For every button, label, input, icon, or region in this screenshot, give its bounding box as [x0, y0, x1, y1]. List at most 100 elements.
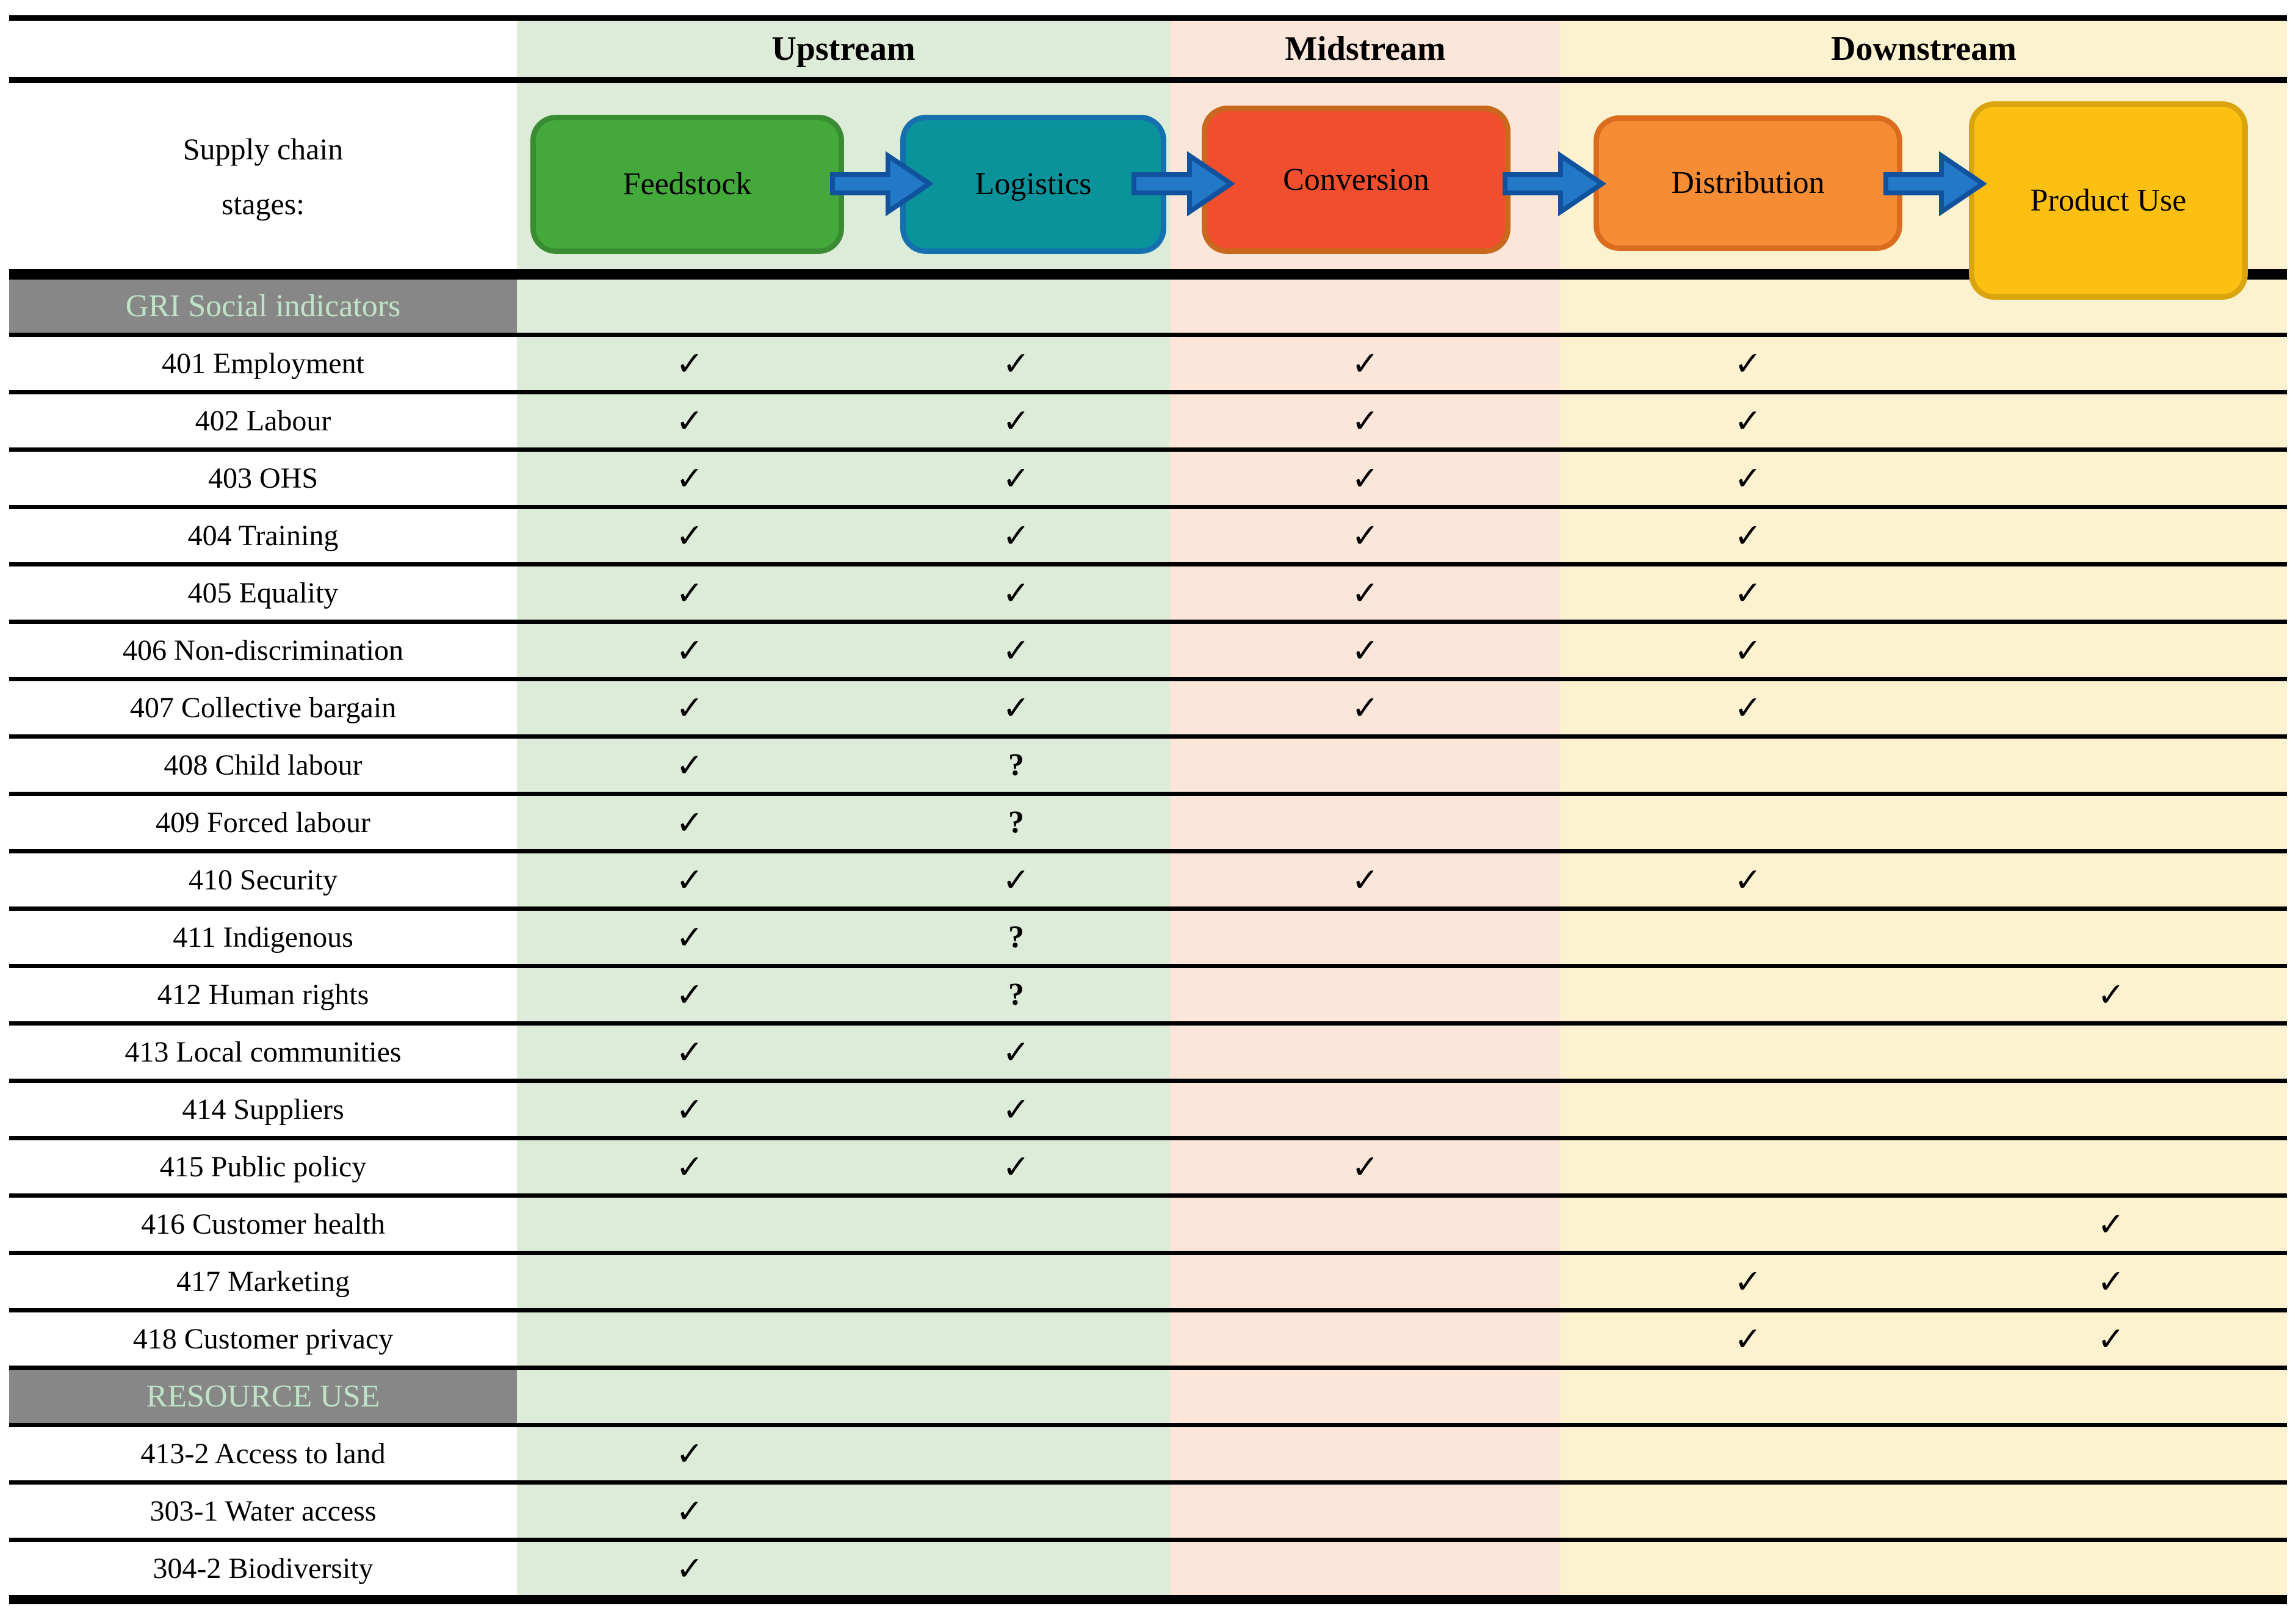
- mark-cell-conversion: ✓: [1170, 1140, 1561, 1193]
- stages-caption: Supply chain stages:: [9, 83, 517, 269]
- mark-cell-feedstock: ✓: [517, 1140, 862, 1193]
- indicator-row: 303-1 Water access ✓: [9, 1485, 2287, 1538]
- mark-cell-feedstock: ✓: [517, 1026, 862, 1079]
- indicator-row: 402 Labour ✓ ✓ ✓ ✓: [9, 394, 2287, 447]
- mark-cell-conversion: [1170, 1485, 1561, 1538]
- stream-header-row: Upstream Midstream Downstream: [9, 21, 2287, 77]
- grid-line: [9, 1538, 2287, 1542]
- mark-cell-logistics: ✓: [862, 624, 1170, 677]
- mark-cell-conversion: ✓: [1170, 681, 1561, 734]
- mark-cell-logistics: ✓: [862, 509, 1170, 562]
- flow-arrow-icon: [1132, 151, 1235, 217]
- mark-cell-conversion: [1170, 1026, 1561, 1079]
- stream-header-upstream: Upstream: [517, 21, 1170, 77]
- mark-cell-logistics: [862, 1542, 1170, 1595]
- mark-cell-product-use: [1935, 1083, 2287, 1136]
- mark-cell-conversion: ✓: [1170, 624, 1561, 677]
- indicator-label: 414 Suppliers: [9, 1083, 517, 1136]
- mark-cell-feedstock: ✓: [517, 739, 862, 792]
- grid-line: [9, 1251, 2287, 1255]
- mark-cell-logistics: ✓: [862, 566, 1170, 620]
- indicator-row: 415 Public policy ✓ ✓ ✓: [9, 1140, 2287, 1193]
- mark-cell-distribution: ✓: [1561, 394, 1935, 447]
- indicator-row: 412 Human rights ✓? ✓: [9, 968, 2287, 1021]
- indicator-row: 405 Equality ✓ ✓ ✓ ✓: [9, 566, 2287, 620]
- indicator-label: 404 Training: [9, 509, 517, 562]
- mark-cell-conversion: [1170, 796, 1561, 849]
- table-body: GRI Social indicators 401 Employment ✓ ✓ ✓ ✓ 4…: [9, 275, 2287, 1595]
- mark-cell-product-use: [1935, 796, 2287, 849]
- indicator-label: 409 Forced labour: [9, 796, 517, 849]
- mark-cell-product-use: [1935, 1427, 2287, 1480]
- grid-line: [9, 677, 2287, 681]
- mark-cell-product-use: [1935, 509, 2287, 562]
- indicator-label: 416 Customer health: [9, 1198, 517, 1251]
- mark-cell-distribution: [1561, 1026, 1935, 1079]
- indicator-label: 405 Equality: [9, 566, 517, 620]
- indicator-label: 402 Labour: [9, 394, 517, 447]
- indicator-label: 417 Marketing: [9, 1255, 517, 1308]
- grid-line: [9, 1308, 2287, 1312]
- mark-cell-distribution: [1561, 1427, 1935, 1480]
- indicator-row: 416 Customer health ✓: [9, 1198, 2287, 1251]
- mark-cell-logistics: ?: [862, 968, 1170, 1021]
- indicator-label: 408 Child labour: [9, 739, 517, 792]
- section-header-cell-logistics: [862, 1370, 1170, 1423]
- stage-box-product-use: Product Use: [1969, 101, 2248, 300]
- mark-cell-logistics: ✓: [862, 681, 1170, 734]
- indicator-row: 408 Child labour ✓?: [9, 739, 2287, 792]
- mark-cell-logistics: [862, 1312, 1170, 1366]
- mark-cell-feedstock: ✓: [517, 1542, 862, 1595]
- mark-cell-feedstock: ✓: [517, 1427, 862, 1480]
- stage-box-conversion: Conversion: [1202, 106, 1511, 254]
- mark-cell-product-use: [1935, 739, 2287, 792]
- mark-cell-product-use: [1935, 624, 2287, 677]
- stage-box-logistics: Logistics: [900, 115, 1166, 254]
- grid-line: [9, 275, 2287, 280]
- mark-cell-feedstock: [517, 1312, 862, 1366]
- grid-line: [9, 734, 2287, 739]
- stages-row: Supply chain stages: Feedstock Logistics…: [9, 83, 2287, 300]
- grid-line: [9, 1423, 2287, 1427]
- section-header-label: GRI Social indicators: [9, 280, 517, 333]
- indicator-label: 415 Public policy: [9, 1140, 517, 1193]
- mark-cell-conversion: [1170, 1255, 1561, 1308]
- mark-cell-distribution: [1561, 968, 1935, 1021]
- indicator-label: 406 Non-discrimination: [9, 624, 517, 677]
- mark-cell-conversion: [1170, 1083, 1561, 1136]
- section-header-row: GRI Social indicators: [9, 280, 2287, 333]
- mark-cell-product-use: [1935, 853, 2287, 907]
- mark-cell-product-use: ✓: [1935, 968, 2287, 1021]
- stream-header-spacer: [9, 21, 517, 77]
- grid-line: [9, 505, 2287, 509]
- mark-cell-distribution: ✓: [1561, 337, 1935, 390]
- indicator-table: Upstream Midstream Downstream Supply cha…: [9, 15, 2287, 1604]
- flow-arrow-icon: [830, 151, 933, 217]
- indicator-row: 409 Forced labour ✓?: [9, 796, 2287, 849]
- flow-arrow-icon: [1883, 151, 1987, 217]
- stage-box-feedstock: Feedstock: [530, 115, 844, 254]
- indicator-label: 401 Employment: [9, 337, 517, 390]
- mark-cell-feedstock: ✓: [517, 1083, 862, 1136]
- mark-cell-distribution: ✓: [1561, 566, 1935, 620]
- indicator-label: 411 Indigenous: [9, 911, 517, 964]
- section-header-row: RESOURCE USE: [9, 1370, 2287, 1423]
- stages-caption-line2: stages:: [221, 186, 305, 221]
- indicator-row: 304-2 Biodiversity ✓: [9, 1542, 2287, 1595]
- indicator-row: 418 Customer privacy ✓ ✓: [9, 1312, 2287, 1366]
- grid-line: [9, 1366, 2287, 1370]
- grid-line: [9, 562, 2287, 566]
- mark-cell-logistics: [862, 1198, 1170, 1251]
- mark-cell-distribution: [1561, 1198, 1935, 1251]
- mark-cell-conversion: ✓: [1170, 853, 1561, 907]
- grid-line: [9, 77, 2287, 83]
- mark-cell-logistics: ?: [862, 796, 1170, 849]
- mark-cell-product-use: [1935, 1026, 2287, 1079]
- mark-cell-conversion: ✓: [1170, 509, 1561, 562]
- mark-cell-product-use: [1935, 566, 2287, 620]
- grid-line: [9, 333, 2287, 337]
- mark-cell-distribution: ✓: [1561, 452, 1935, 505]
- mark-cell-product-use: [1935, 337, 2287, 390]
- mark-cell-logistics: [862, 1427, 1170, 1480]
